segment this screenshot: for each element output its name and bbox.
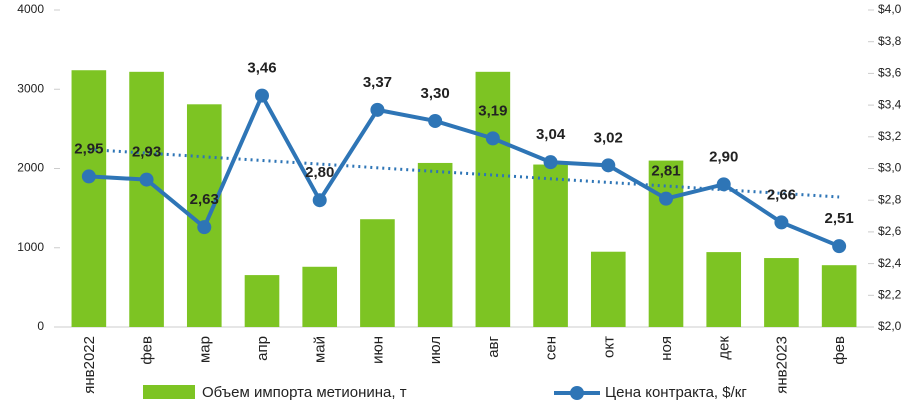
y2-tick-label: $2,6	[878, 224, 902, 238]
price-point	[370, 102, 385, 117]
price-point	[543, 155, 558, 170]
x-tick-label: авг	[485, 335, 502, 357]
x-tick-label: дек	[716, 336, 733, 360]
bar	[475, 71, 511, 327]
data-label: 3,30	[421, 85, 450, 102]
y-tick-label: 0	[37, 319, 44, 333]
bar	[533, 164, 568, 327]
y2-tick-label: $2,0	[878, 319, 902, 333]
bar	[706, 252, 742, 327]
x-tick-label: апр	[254, 336, 271, 361]
data-label: 3,46	[247, 60, 276, 77]
data-label: 2,80	[305, 164, 334, 181]
data-label: 3,19	[478, 102, 507, 119]
x-tick-label: фев	[139, 336, 156, 365]
price-point	[774, 215, 789, 230]
legend-swatch	[570, 386, 584, 400]
bar	[590, 251, 626, 327]
bar	[764, 258, 799, 327]
y2-tick-label: $3,8	[878, 34, 902, 48]
price-line	[88, 91, 840, 249]
bar	[360, 219, 395, 327]
y-tick-label: 4000	[17, 2, 44, 16]
price-point	[255, 88, 269, 103]
data-label: 3,04	[536, 126, 566, 143]
y-tick-label: 2000	[17, 161, 44, 175]
x-tick-label: янв2022	[81, 336, 98, 394]
x-tick-label: янв2023	[773, 336, 790, 394]
data-label: 2,51	[825, 210, 854, 227]
data-label: 2,95	[74, 140, 103, 157]
price-point	[81, 169, 96, 184]
x-tick-label: май	[312, 336, 329, 363]
bar	[648, 160, 684, 327]
bar	[417, 162, 453, 327]
x-tick-label: июн	[369, 336, 386, 364]
legend-label: Объем импорта метионина, т	[202, 384, 407, 401]
price-point	[485, 131, 500, 146]
price-point	[428, 113, 443, 128]
y2-tick-label: $3,4	[878, 97, 902, 111]
y2-tick-label: $4,0	[878, 2, 902, 16]
data-label: 2,63	[190, 191, 219, 208]
y2-tick-label: $2,8	[878, 192, 902, 206]
x-tick-label: июл	[427, 336, 444, 364]
y2-tick-label: $2,2	[878, 287, 902, 301]
x-tick-label: мар	[196, 336, 213, 363]
x-tick-label: сен	[543, 336, 560, 360]
bar	[129, 71, 164, 327]
x-tick-label: окт	[600, 336, 617, 358]
price-point	[659, 191, 673, 206]
bar	[302, 266, 338, 327]
price-point	[312, 193, 327, 208]
price-point	[139, 172, 154, 187]
price-point	[197, 220, 212, 235]
data-label: 2,81	[651, 163, 680, 180]
y2-tick-label: $3,2	[878, 129, 902, 143]
data-label: 2,66	[767, 186, 796, 203]
y2-tick-label: $3,0	[878, 161, 902, 175]
y2-tick-label: $3,6	[878, 66, 902, 80]
data-label: 3,02	[594, 129, 623, 146]
bar	[244, 275, 280, 327]
y2-tick-label: $2,4	[878, 256, 902, 270]
data-label: 3,37	[363, 74, 392, 91]
price-point	[601, 158, 616, 173]
legend-swatch	[143, 385, 195, 399]
bar	[821, 265, 857, 327]
price-point	[716, 177, 731, 192]
legend-label: Цена контракта, $/кг	[605, 384, 747, 401]
data-label: 2,90	[709, 148, 738, 165]
y-tick-label: 3000	[17, 81, 44, 95]
x-tick-label: фев	[831, 336, 848, 365]
data-label: 2,93	[132, 144, 161, 161]
y-tick-label: 1000	[17, 240, 44, 254]
price-point	[832, 239, 847, 254]
bar	[71, 70, 107, 327]
x-tick-label: ноя	[658, 336, 675, 361]
